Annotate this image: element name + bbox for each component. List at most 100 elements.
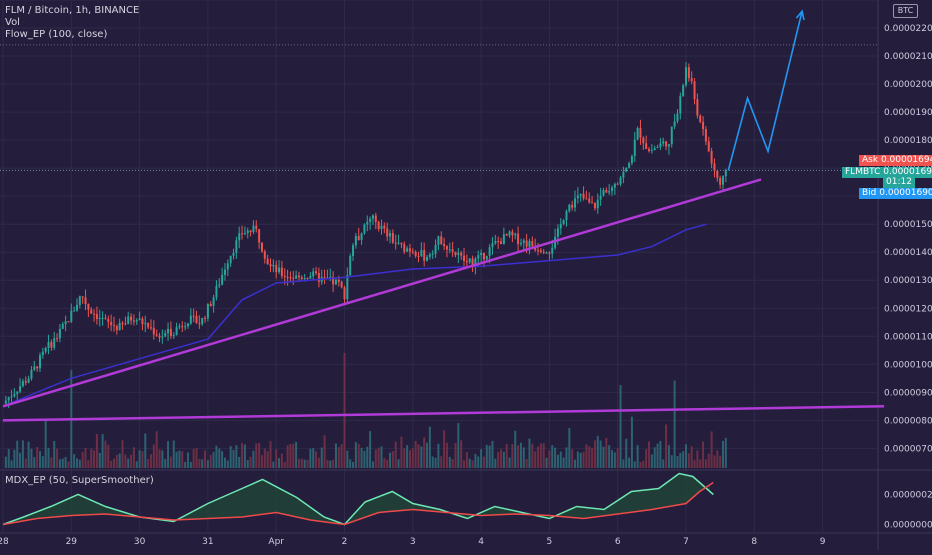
candle-body — [44, 347, 47, 352]
candle-body — [613, 183, 616, 188]
bid-label: Bid — [862, 188, 877, 198]
candle-body — [352, 245, 355, 257]
volume-bar — [172, 440, 175, 468]
volume-bar — [537, 446, 540, 468]
candle-body — [164, 333, 167, 337]
time-tick-label: 2 — [342, 537, 348, 547]
volume-bar — [508, 457, 511, 468]
volume-bar — [531, 443, 534, 468]
candle-body — [596, 199, 599, 209]
volume-bar — [130, 454, 133, 468]
candle-body — [665, 141, 668, 147]
candle-body — [67, 321, 70, 323]
currency-badge[interactable]: BTC — [893, 4, 918, 18]
volume-bar — [352, 461, 355, 468]
candle-body — [579, 193, 582, 196]
candle-body — [204, 317, 207, 319]
volume-bar — [21, 440, 24, 468]
volume-bar — [215, 445, 218, 468]
volume-bar — [192, 448, 195, 468]
volume-bar — [608, 445, 611, 468]
volume-bar — [144, 433, 147, 468]
candle-body — [687, 67, 690, 79]
volume-bar — [380, 446, 383, 468]
candle-body — [676, 113, 679, 122]
candle-body — [710, 151, 713, 164]
candle-body — [107, 319, 110, 322]
volume-bar — [90, 448, 93, 468]
volume-bar — [440, 456, 443, 468]
volume-bar — [258, 442, 261, 468]
volume-bar — [414, 440, 417, 468]
volume-trendline — [2, 405, 885, 422]
volume-bar — [642, 460, 645, 468]
candle-body — [16, 391, 19, 394]
candle-body — [27, 378, 30, 383]
candle-body — [249, 230, 252, 233]
volume-bar — [488, 445, 491, 468]
volume-bar — [713, 455, 716, 468]
candle-body — [215, 285, 218, 298]
volume-bar — [56, 448, 59, 468]
volume-bar — [337, 447, 340, 468]
time-tick-label: 8 — [751, 537, 757, 547]
volume-bar — [243, 444, 246, 468]
volume-bar — [357, 443, 360, 468]
candle-body — [639, 127, 642, 138]
volume-bar — [64, 456, 67, 468]
time-tick-label: 3 — [410, 537, 416, 547]
candle-body — [619, 177, 622, 185]
candle-body — [283, 275, 286, 277]
volume-bar — [175, 451, 178, 468]
volume-bar — [525, 459, 528, 468]
time-tick-label: 7 — [683, 537, 689, 547]
candle-body — [292, 277, 295, 279]
candle-body — [662, 141, 665, 144]
candle-body — [704, 129, 707, 142]
volume-bar — [721, 440, 724, 468]
volume-bar — [480, 449, 483, 468]
volume-bar — [704, 459, 707, 468]
candle-body — [522, 240, 525, 244]
volume-bar — [471, 460, 474, 468]
volume-bar — [710, 431, 713, 468]
candle-body — [152, 327, 155, 335]
volume-bar — [269, 441, 272, 468]
time-tick-label: 6 — [615, 537, 621, 547]
volume-bar — [186, 452, 189, 468]
volume-bar — [565, 447, 568, 468]
volume-bar — [320, 447, 323, 468]
volume-bar — [679, 452, 682, 468]
volume-bar — [545, 457, 548, 468]
volume-bar — [477, 456, 480, 468]
candle-body — [593, 203, 596, 209]
candle-body — [642, 137, 645, 144]
volume-bar — [36, 447, 39, 468]
forecast-arrowhead — [795, 9, 805, 21]
volume-bar — [167, 441, 170, 468]
overlay-lines — [0, 9, 885, 422]
candle-body — [721, 176, 724, 185]
volume-bar — [494, 458, 497, 468]
volume-bar — [238, 456, 241, 468]
candle-body — [517, 233, 520, 245]
candle-body — [622, 171, 625, 178]
volume-bar — [272, 461, 275, 468]
candle-body — [724, 170, 727, 177]
candle-body — [454, 251, 457, 256]
volume-bar — [474, 453, 477, 468]
candle-body — [172, 335, 175, 337]
candle-body — [389, 233, 392, 237]
volume-bar — [391, 451, 394, 468]
volume-bar — [585, 444, 588, 468]
candle-body — [260, 242, 263, 252]
candle-body — [380, 225, 383, 229]
candle-body — [500, 241, 503, 245]
candle-body — [235, 240, 238, 253]
volume-bar — [417, 444, 420, 468]
volume-bar — [434, 457, 437, 468]
